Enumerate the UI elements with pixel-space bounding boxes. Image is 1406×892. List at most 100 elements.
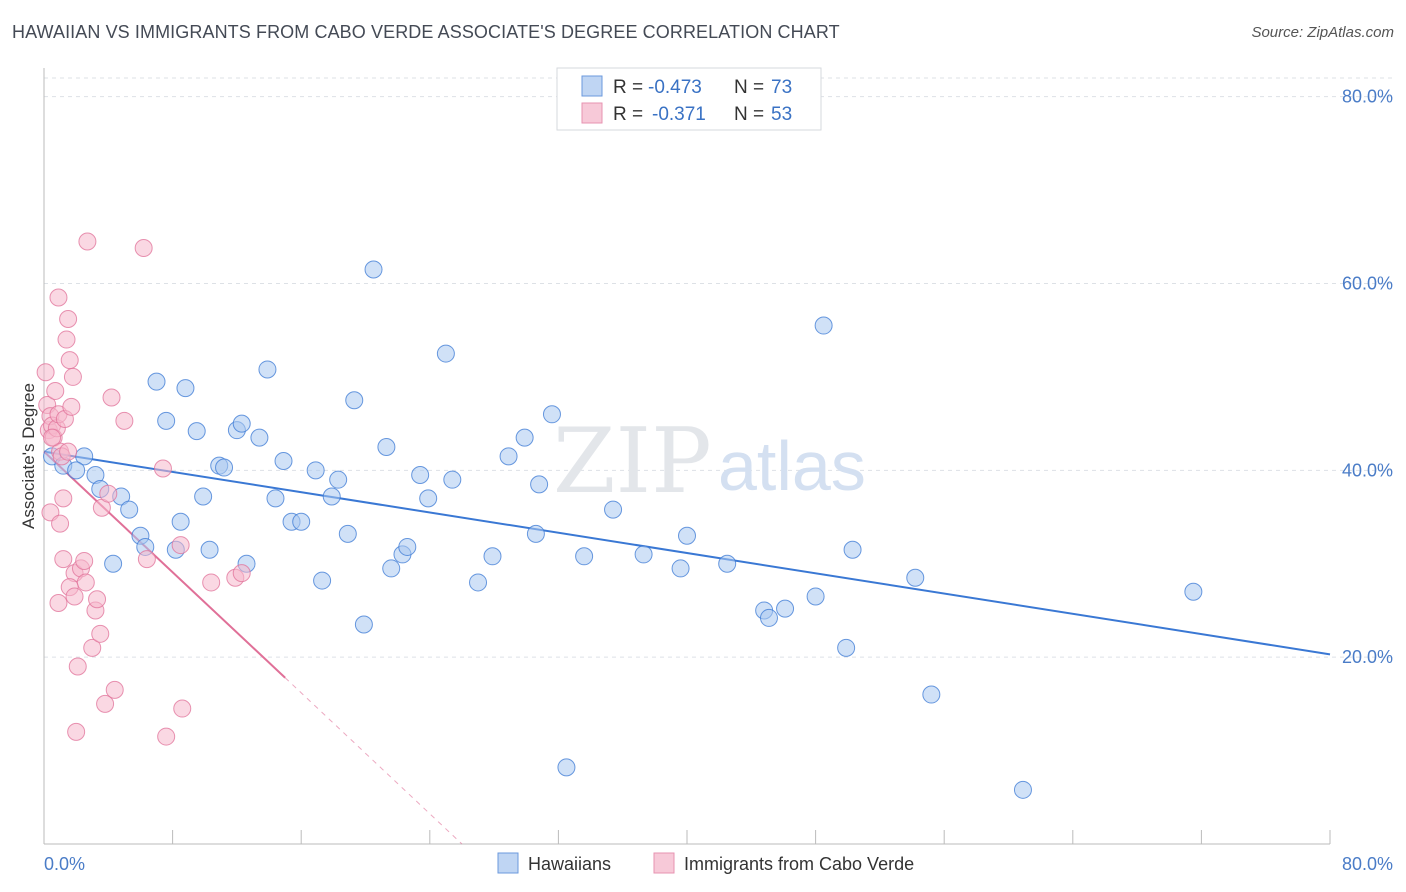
cabo-verde-point	[67, 722, 86, 741]
hawaiians-point	[499, 447, 518, 466]
legend-bottom-swatch-cabo-verde	[653, 852, 675, 874]
hawaiians-point	[1184, 582, 1203, 601]
cabo-verde-point	[75, 551, 94, 570]
legend-n-label-2: N =	[734, 104, 764, 125]
cabo-verde-point	[49, 288, 68, 307]
hawaiians-point	[215, 458, 234, 477]
cabo-verde-point	[46, 381, 65, 400]
trend-lines	[43, 450, 1331, 845]
hawaiians-point	[419, 489, 438, 508]
y-tick-label: 80.0%	[1342, 87, 1393, 107]
hawaiians-point	[922, 685, 941, 704]
hawaiians-point	[443, 470, 462, 489]
legend-r-value-1: -0.473	[648, 77, 702, 98]
x-tick-label: 80.0%	[1342, 854, 1393, 874]
hawaiians-point	[436, 344, 455, 363]
cabo-verde-point	[173, 699, 192, 718]
watermark-atlas: atlas	[718, 427, 866, 505]
legend-n-value-1: 73	[771, 77, 792, 98]
cabo-verde-point	[49, 593, 68, 612]
cabo-verde-point	[36, 363, 55, 382]
hawaiians-point	[483, 547, 502, 566]
cabo-verde-point	[43, 428, 62, 447]
hawaiians-point	[671, 559, 690, 578]
cabo-verde-point	[137, 550, 156, 569]
y-tick-label: 20.0%	[1342, 647, 1393, 667]
hawaiians-point	[266, 489, 285, 508]
hawaiians-point	[411, 466, 430, 485]
cabo-verde-point	[76, 573, 95, 592]
hawaiians-point	[469, 573, 488, 592]
x-tick-label: 0.0%	[44, 854, 85, 874]
cabo-verde-point	[51, 514, 70, 533]
hawaiians-point	[120, 500, 139, 519]
hawaiians-point	[526, 524, 545, 543]
hawaiians-point	[837, 638, 856, 657]
cabo-verde-point	[171, 536, 190, 555]
cabo-verde-point	[91, 624, 110, 643]
legend-bottom-label-hawaiians: Hawaiians	[528, 854, 611, 874]
legend-swatch-hawaiians	[581, 75, 603, 97]
legend-r-label-2: R =	[613, 104, 643, 125]
hawaiians-point	[542, 405, 561, 424]
hawaiians-point	[200, 540, 219, 559]
hawaiians-point	[906, 568, 925, 587]
legend-n-value-2: 53	[771, 104, 792, 125]
cabo-verde-point	[68, 657, 87, 676]
hawaiians-point	[194, 487, 213, 506]
chart-title: HAWAIIAN VS IMMIGRANTS FROM CABO VERDE A…	[12, 22, 840, 42]
cabo-verde-point	[232, 564, 251, 583]
hawaiians-point	[530, 475, 549, 494]
hawaiians-point	[806, 587, 825, 606]
hawaiians-point	[398, 537, 417, 556]
cabo-verde-point	[78, 232, 97, 251]
cabo-verde-point	[96, 694, 115, 713]
hawaiians-point	[292, 512, 311, 531]
cabo-verde-point	[54, 550, 73, 569]
cabo-verde-point	[134, 239, 153, 258]
chart-source: Source: ZipAtlas.com	[1251, 24, 1394, 41]
hawaiians-point	[354, 615, 373, 634]
data-points	[36, 232, 1203, 799]
hawaiians-point	[338, 524, 357, 543]
hawaiians-point	[176, 379, 195, 398]
x-tick-labels: 0.0% 80.0%	[44, 854, 1393, 874]
hawaiians-point	[718, 554, 737, 573]
cabo-verde-point	[102, 388, 121, 407]
hawaiians-trend-line	[43, 450, 1331, 656]
y-tick-label: 60.0%	[1342, 274, 1393, 294]
hawaiians-point	[634, 545, 653, 564]
cabo-verde-point	[62, 397, 81, 416]
cabo-verde-trend-line	[43, 450, 286, 679]
hawaiians-point	[1013, 780, 1032, 799]
hawaiians-point	[329, 470, 348, 489]
legend-r-label-1: R =	[613, 77, 643, 98]
cabo-verde-point	[153, 459, 172, 478]
hawaiians-point	[313, 571, 332, 590]
hawaiians-point	[147, 372, 166, 391]
cabo-verde-trend-extension	[284, 677, 463, 845]
hawaiians-point	[104, 554, 123, 573]
hawaiians-point	[515, 428, 534, 447]
hawaiians-point	[345, 391, 364, 410]
hawaiians-point	[814, 316, 833, 335]
hawaiians-point	[274, 452, 293, 470]
legend-bottom-swatch-hawaiians	[497, 852, 519, 874]
hawaiians-point	[557, 758, 576, 777]
hawaiians-point	[364, 260, 383, 279]
hawaiians-point	[171, 512, 190, 531]
hawaiians-point	[678, 526, 696, 545]
hawaiians-point	[322, 487, 341, 506]
hawaiians-point	[67, 461, 86, 480]
legend-swatch-cabo-verde	[581, 102, 603, 124]
hawaiians-point	[306, 461, 325, 480]
hawaiians-point	[382, 559, 401, 578]
legend-r-value-2: -0.371	[652, 104, 706, 125]
cabo-verde-point	[115, 411, 134, 430]
hawaiians-point	[187, 422, 206, 441]
hawaiians-point	[250, 428, 269, 447]
hawaiians-point	[843, 540, 862, 559]
y-tick-labels: 20.0% 40.0% 60.0% 80.0%	[1342, 87, 1393, 667]
hawaiians-point	[604, 500, 623, 519]
